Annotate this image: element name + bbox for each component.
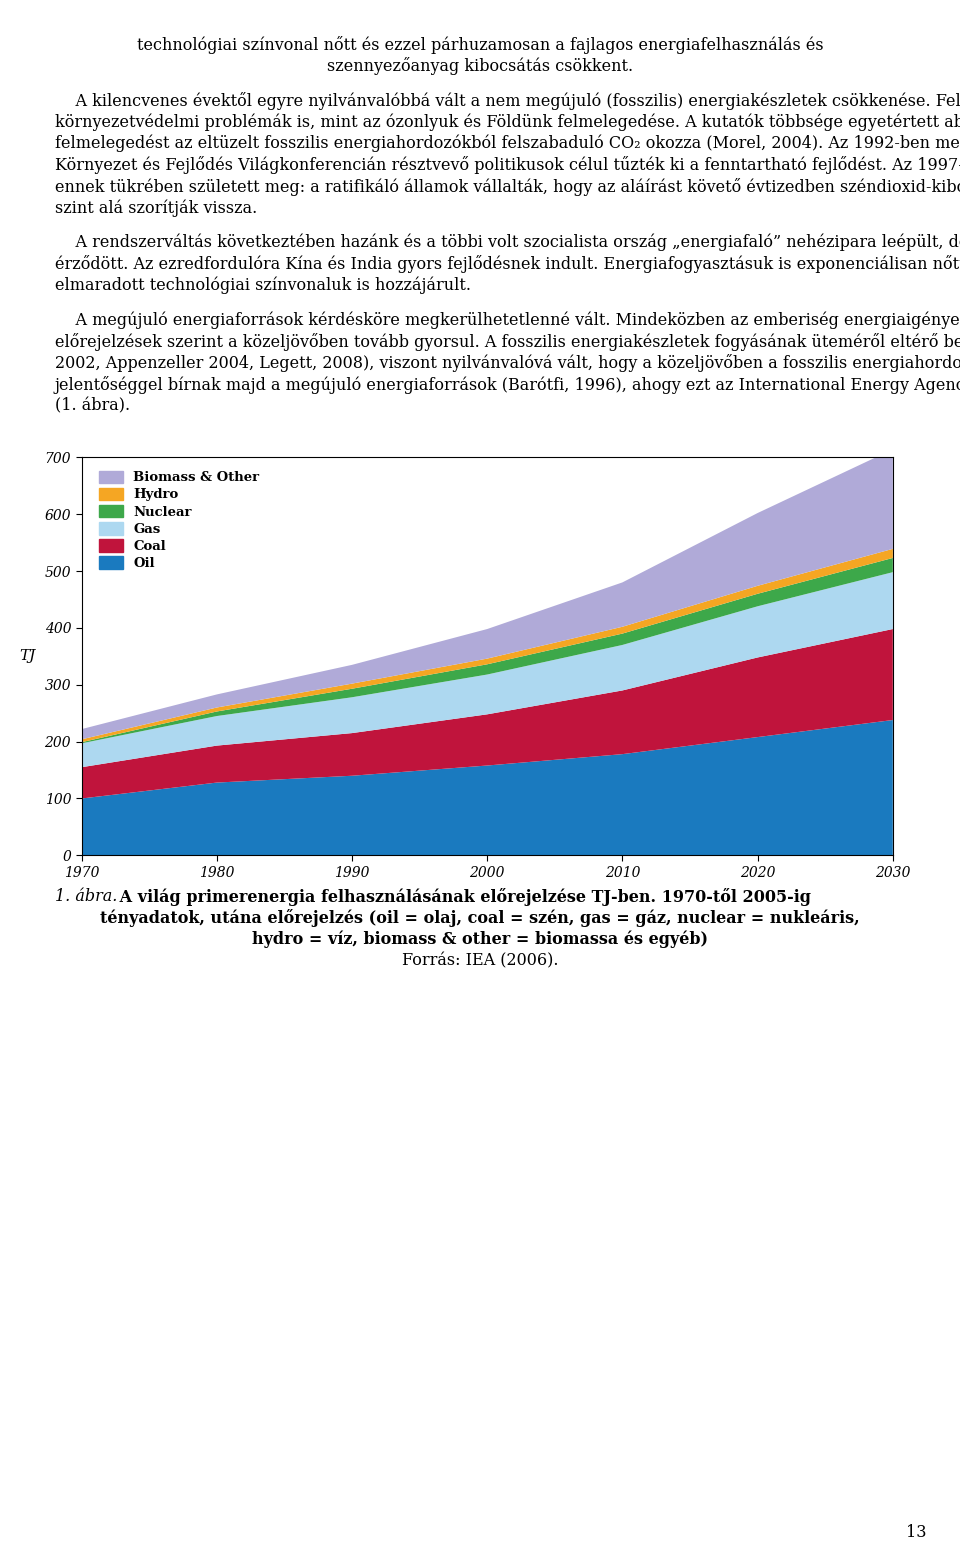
Text: előrejelzések szerint a közeljövőben tovább gyorsul. A fosszilis energiakészlete: előrejelzések szerint a közeljövőben tov… xyxy=(55,332,960,351)
Text: A világ primerenergia felhasználásának előrejelzése TJ-ben. 1970-től 2005-ig: A világ primerenergia felhasználásának e… xyxy=(114,888,811,905)
Text: érződött. Az ezredfordulóra Kína és India gyors fejlődésnek indult. Energiafogya: érződött. Az ezredfordulóra Kína és Indi… xyxy=(55,254,960,273)
Text: tényadatok, utána előrejelzés (oil = olaj, coal = szén, gas = gáz, nuclear = nuk: tényadatok, utána előrejelzés (oil = ola… xyxy=(100,909,860,927)
Text: elmaradott technológiai színvonaluk is hozzájárult.: elmaradott technológiai színvonaluk is h… xyxy=(55,276,470,293)
Legend: Biomass & Other, Hydro, Nuclear, Gas, Coal, Oil: Biomass & Other, Hydro, Nuclear, Gas, Co… xyxy=(96,468,262,573)
Text: 13: 13 xyxy=(906,1524,926,1541)
Text: A kilencvenes évektől egyre nyilvánvalóbbá vált a nem megújuló (fosszilis) energ: A kilencvenes évektől egyre nyilvánvalób… xyxy=(55,92,960,109)
Text: felmelegedést az eltüzelt fosszilis energiahordozókból felszabaduló CO₂ okozza (: felmelegedést az eltüzelt fosszilis ener… xyxy=(55,134,960,153)
Text: A megújuló energiaforrások kérdésköre megkerülhetetlenné vált. Mindeközben az em: A megújuló energiaforrások kérdésköre me… xyxy=(55,311,960,329)
Text: jelentőséggel bírnak majd a megújuló energiaforrások (Barótfi, 1996), ahogy ezt : jelentőséggel bírnak majd a megújuló ene… xyxy=(55,376,960,393)
Text: (1. ábra).: (1. ábra). xyxy=(55,396,130,414)
Text: szennyezőanyag kibocsátás csökkent.: szennyezőanyag kibocsátás csökkent. xyxy=(327,58,633,75)
Text: környezetvédelmi problémák is, mint az ózonlyuk és Földünk felmelegedése. A kuta: környezetvédelmi problémák is, mint az ó… xyxy=(55,114,960,131)
Text: technológiai színvonal nőtt és ezzel párhuzamosan a fajlagos energiafelhasználás: technológiai színvonal nőtt és ezzel pár… xyxy=(136,36,824,55)
Text: 2002, Appenzeller 2004, Legett, 2008), viszont nyilvánvalóvá vált, hogy a közelj: 2002, Appenzeller 2004, Legett, 2008), v… xyxy=(55,354,960,372)
Text: Forrás: IEA (2006).: Forrás: IEA (2006). xyxy=(401,952,559,969)
Text: 1. ábra.: 1. ábra. xyxy=(55,888,117,905)
Text: ennek tükrében született meg: a ratifikáló államok vállalták, hogy az aláírást k: ennek tükrében született meg: a ratifiká… xyxy=(55,178,960,195)
Y-axis label: TJ: TJ xyxy=(20,649,36,663)
Text: A rendszerváltás következtében hazánk és a többi volt szocialista ország „energi: A rendszerváltás következtében hazánk és… xyxy=(55,234,960,251)
Text: hydro = víz, biomass & other = biomassa és egyéb): hydro = víz, biomass & other = biomassa … xyxy=(252,930,708,948)
Text: Környezet és Fejlődés Világkonferencián résztvevő politikusok célul tűzték ki a : Környezet és Fejlődés Világkonferencián … xyxy=(55,156,960,175)
Text: szint alá szorítják vissza.: szint alá szorítják vissza. xyxy=(55,200,257,217)
